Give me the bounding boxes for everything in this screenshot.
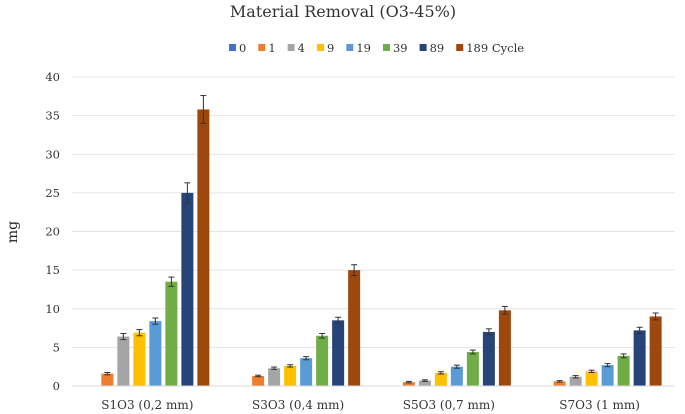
bar	[649, 316, 662, 386]
legend-swatch	[258, 44, 266, 51]
bar	[165, 281, 178, 386]
bar	[418, 380, 431, 386]
bar	[617, 355, 630, 386]
legend-label: 19	[356, 41, 371, 55]
legend-label: 39	[393, 41, 408, 55]
y-tick-label: 15	[45, 263, 60, 277]
y-tick-label: 40	[45, 70, 60, 84]
y-tick-label: 25	[45, 186, 60, 200]
legend-swatch	[382, 44, 390, 51]
bars	[101, 109, 662, 386]
bar	[569, 376, 582, 386]
error-bars	[104, 95, 659, 384]
legend-swatch	[346, 44, 354, 51]
bar	[466, 352, 479, 386]
bar	[601, 365, 614, 386]
bar	[284, 365, 297, 386]
bar	[553, 381, 566, 386]
legend-label: 0	[239, 41, 246, 55]
bar	[633, 330, 646, 386]
legend-swatch	[456, 44, 464, 51]
y-tick-label: 30	[45, 147, 60, 161]
gridlines	[72, 76, 675, 348]
y-tick-label: 35	[45, 109, 60, 123]
legend-label: 189 Cycle	[466, 41, 524, 55]
bar	[117, 336, 130, 386]
legend: 0 1 4 9 19 39 89 189 Cycle	[229, 41, 524, 55]
x-category-label: S3O3 (0,4 mm)	[252, 398, 344, 412]
legend-swatch	[316, 44, 324, 51]
bar	[101, 373, 114, 386]
bar	[348, 270, 361, 386]
y-tick-label: 20	[45, 225, 60, 239]
x-category-label: S5O3 (0,7 mm)	[403, 398, 495, 412]
bar	[402, 382, 415, 386]
bar	[181, 192, 194, 386]
bar	[252, 375, 265, 386]
legend-label: 9	[327, 41, 334, 55]
bar	[482, 331, 495, 386]
bar	[316, 335, 329, 386]
x-category-label: S7O3 (1 mm)	[559, 398, 640, 412]
bar	[332, 320, 345, 386]
legend-label: 1	[268, 41, 275, 55]
y-tick-label: 0	[53, 379, 60, 393]
bar	[300, 358, 313, 386]
bar	[149, 321, 162, 386]
y-tick-label: 10	[45, 302, 60, 316]
legend-label: 89	[430, 41, 445, 55]
bar	[498, 310, 511, 386]
y-axis-ticks: 0 5 10 15 20 25 30 35 40	[45, 70, 60, 393]
legend-label: 4	[298, 41, 305, 55]
x-category-label: S1O3 (0,2 mm)	[101, 398, 193, 412]
y-axis-label: mg	[5, 221, 21, 243]
bar	[268, 368, 281, 386]
y-tick-label: 5	[53, 340, 60, 354]
bar	[133, 332, 146, 386]
legend-swatch	[229, 44, 236, 51]
chart-title: Material Removal (O3-45%)	[230, 2, 456, 21]
bar	[585, 371, 598, 386]
legend-swatch	[287, 44, 295, 51]
bar	[197, 109, 210, 386]
bar	[434, 372, 447, 386]
legend-swatch	[419, 44, 427, 51]
bar	[450, 366, 463, 386]
x-axis-categories: S1O3 (0,2 mm) S3O3 (0,4 mm) S5O3 (0,7 mm) S…	[101, 398, 640, 412]
